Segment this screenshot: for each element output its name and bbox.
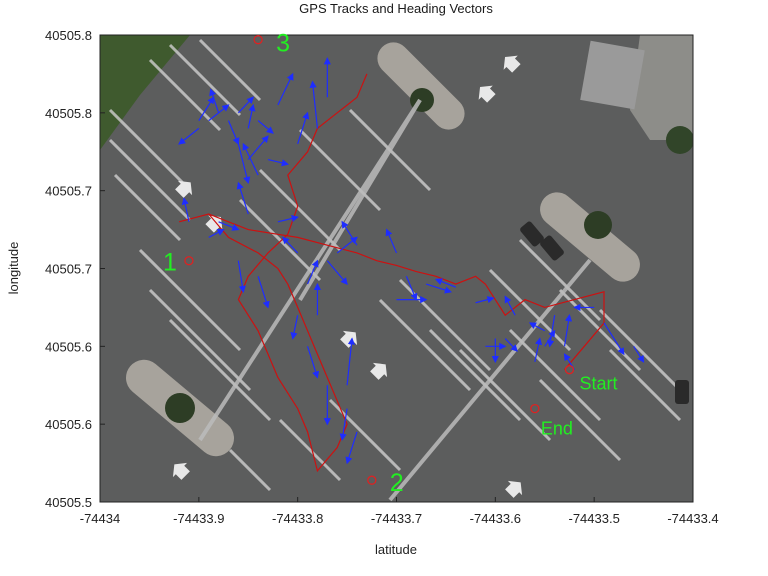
heading-vector xyxy=(209,88,220,114)
marker-label: 2 xyxy=(390,469,404,497)
tree-right-edge xyxy=(666,126,693,154)
chart-title: GPS Tracks and Heading Vectors xyxy=(299,1,493,16)
heading-vector xyxy=(237,143,251,185)
heading-vector xyxy=(547,315,556,348)
marker-point xyxy=(530,403,540,414)
tree-bottom xyxy=(165,393,195,423)
x-tick-label: -74433.7 xyxy=(371,511,422,526)
heading-vector xyxy=(306,346,320,379)
marker-point xyxy=(564,365,575,375)
marker-point xyxy=(253,35,263,45)
y-axis: 40505.5 40505.6 40505.6 40505.7 40505.7 40505… xyxy=(45,28,105,510)
parked-cars xyxy=(520,221,689,404)
x-tick-label: -74433.4 xyxy=(667,511,718,526)
heading-vector xyxy=(339,408,348,441)
y-tick-label: 40505.7 xyxy=(45,262,92,277)
building-corner-right xyxy=(630,35,693,140)
heading-vector xyxy=(306,259,319,285)
heading-vector xyxy=(282,236,299,254)
marker-layer: Start End 1 2 3 xyxy=(163,30,617,498)
tree-right xyxy=(584,211,612,239)
grass-corner-top-left xyxy=(100,35,190,150)
heading-vector xyxy=(198,96,215,121)
heading-vector xyxy=(544,329,556,347)
heading-vector xyxy=(237,260,246,294)
heading-vector xyxy=(237,96,255,114)
heading-vector xyxy=(257,276,270,309)
heading-vector xyxy=(277,215,299,223)
planter-island-right xyxy=(540,192,640,282)
marker-label: Start xyxy=(579,374,617,394)
x-tick-label: -74433.9 xyxy=(173,511,224,526)
heading-vector xyxy=(277,72,294,106)
y-tick-label: 40505.8 xyxy=(45,28,92,43)
heading-vector xyxy=(178,127,200,145)
y-tick-label: 40505.7 xyxy=(45,184,92,199)
y-axis-label: longitude xyxy=(6,242,21,295)
heading-vector xyxy=(504,295,516,316)
y-tick-label: 40505.8 xyxy=(45,106,92,121)
heading-vector xyxy=(290,315,299,340)
heading-vector xyxy=(534,337,543,363)
heading-vector xyxy=(405,276,418,301)
heading-vector xyxy=(326,260,348,285)
heading-vector xyxy=(434,278,457,288)
marker-point xyxy=(367,475,377,485)
crosswalk-hatch xyxy=(580,40,645,110)
heading-vector xyxy=(475,296,495,304)
marker-point xyxy=(184,256,194,266)
marker-label: 1 xyxy=(163,249,177,277)
heading-vector xyxy=(208,229,225,238)
heading-vector xyxy=(227,120,240,146)
heading-vector xyxy=(247,103,256,129)
y-tick-label: 40505.6 xyxy=(45,339,92,354)
x-axis: -74434 -74433.9 -74433.8 -74433.7 -74433.6 -7… xyxy=(80,497,719,526)
x-tick-label: -74433.6 xyxy=(470,511,521,526)
heading-vector xyxy=(242,142,259,176)
planter-island-top xyxy=(377,42,465,130)
heading-vector xyxy=(633,346,645,363)
heading-vector xyxy=(267,158,289,167)
x-tick-label: -74434 xyxy=(80,511,120,526)
x-tick-label: -74433.5 xyxy=(569,511,620,526)
gps-track-line xyxy=(178,73,605,473)
center-walkways xyxy=(198,98,592,502)
heading-vector xyxy=(236,181,249,215)
heading-vector xyxy=(528,322,546,332)
x-tick-label: -74433.8 xyxy=(272,511,323,526)
y-tick-label: 40505.6 xyxy=(45,417,92,432)
satellite-background xyxy=(100,35,693,502)
heading-vector xyxy=(336,236,358,254)
heading-vector xyxy=(425,283,453,294)
x-axis-label: latitude xyxy=(375,542,417,557)
plot-layer xyxy=(178,57,645,473)
heading-vector xyxy=(247,135,269,160)
heading-vector xyxy=(297,111,310,145)
heading-vector xyxy=(218,221,240,231)
heading-vector xyxy=(309,80,319,129)
heading-vector xyxy=(257,120,274,134)
heading-vector xyxy=(345,431,358,465)
heading-vector xyxy=(346,337,355,386)
heading-vector xyxy=(563,314,573,347)
y-tick-label: 40505.5 xyxy=(45,495,92,510)
heading-vector xyxy=(504,338,518,352)
marker-label: End xyxy=(541,419,573,439)
heading-vector xyxy=(603,322,625,356)
heading-vector xyxy=(181,197,190,222)
heading-vector xyxy=(385,228,398,254)
marker-label: 3 xyxy=(276,30,290,58)
